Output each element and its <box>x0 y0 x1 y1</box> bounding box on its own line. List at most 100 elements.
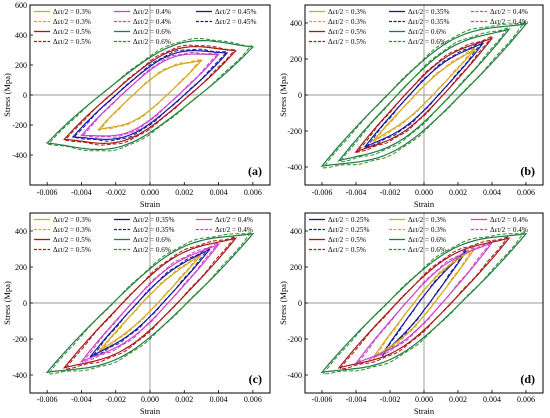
x-axis-label: Strain <box>414 199 435 209</box>
legend-entry: Δεt/2 = 0.35% <box>133 216 174 224</box>
legend-entry: Δεt/2 = 0.3% <box>408 216 446 224</box>
legend-entry: Δεt/2 = 0.5% <box>53 38 91 46</box>
x-tick-label: -0.002 <box>105 395 126 404</box>
legend-entry: Δεt/2 = 0.3% <box>328 18 366 26</box>
legend-entry: Δεt/2 = 0.6% <box>408 246 446 254</box>
legend-entry: Δεt/2 = 0.6% <box>408 28 446 36</box>
x-tick-label: -0.006 <box>312 395 333 404</box>
legend-entry: Δεt/2 = 0.4% <box>133 8 171 16</box>
series-sim-0 <box>381 249 467 359</box>
y-tick-label: -400 <box>12 371 27 380</box>
x-tick-label: -0.002 <box>380 188 401 197</box>
legend-entry: Δεt/2 = 0.45% <box>215 18 256 26</box>
y-tick-label: -400 <box>12 151 27 160</box>
y-tick-label: 400 <box>15 31 27 40</box>
legend-entry: Δεt/2 = 0.6% <box>408 236 446 244</box>
legend-entry: Δεt/2 = 0.4% <box>490 8 528 16</box>
y-tick-label: 0 <box>298 91 302 100</box>
y-tick-label: -200 <box>12 121 27 130</box>
x-tick-label: 0.002 <box>175 188 193 197</box>
y-tick-label: -400 <box>287 371 302 380</box>
legend-entry: Δεt/2 = 0.4% <box>490 216 528 224</box>
legend-entry: Δεt/2 = 0.5% <box>53 236 91 244</box>
x-tick-label: 0.000 <box>141 188 159 197</box>
legend-entry: Δεt/2 = 0.5% <box>328 28 366 36</box>
legend-entry: Δεt/2 = 0.25% <box>328 216 369 224</box>
legend-entry: Δεt/2 = 0.6% <box>133 28 171 36</box>
legend-entry: Δεt/2 = 0.25% <box>328 226 369 234</box>
legend-entry: Δεt/2 = 0.5% <box>53 246 91 254</box>
y-axis-label: Stress (Mpa) <box>278 281 288 325</box>
legend-entry: Δεt/2 = 0.5% <box>53 28 91 36</box>
x-tick-label: 0.004 <box>210 395 228 404</box>
legend-entry: Δεt/2 = 0.3% <box>328 8 366 16</box>
series-sim-1 <box>373 245 475 361</box>
y-axis-label: Stress (Mpa) <box>2 281 12 325</box>
x-tick-label: -0.006 <box>37 395 58 404</box>
x-axis-label: Strain <box>140 199 161 209</box>
x-tick-label: -0.002 <box>105 188 126 197</box>
x-tick-label: -0.006 <box>37 188 58 197</box>
series-sim-1 <box>82 51 218 138</box>
legend-entry: Δεt/2 = 0.6% <box>133 236 171 244</box>
series-sim-4 <box>48 37 252 152</box>
legend-entry: Δεt/2 = 0.6% <box>133 38 171 46</box>
x-tick-label: 0.000 <box>415 395 433 404</box>
legend-entry: Δεt/2 = 0.35% <box>408 8 449 16</box>
legend-entry: Δεt/2 = 0.3% <box>53 18 91 26</box>
y-tick-label: 200 <box>290 263 302 272</box>
x-tick-label: 0.000 <box>415 188 433 197</box>
legend-entry: Δεt/2 = 0.6% <box>133 246 171 254</box>
x-tick-label: -0.004 <box>346 188 367 197</box>
legend-entry: Δεt/2 = 0.5% <box>328 246 366 254</box>
x-axis-label: Strain <box>140 406 161 416</box>
y-tick-label: -200 <box>12 335 27 344</box>
legend-entry: Δεt/2 = 0.45% <box>215 8 256 16</box>
legend-entry: Δεt/2 = 0.3% <box>53 226 91 234</box>
x-tick-label: 0.006 <box>244 188 262 197</box>
panel-a: -0.006 -0.004 -0.002 0.000 0.002 0.004 0.006 -4… <box>2 1 271 209</box>
series-exp-4 <box>320 232 528 374</box>
series-sim-2 <box>355 35 492 154</box>
series-sim-3 <box>339 236 509 370</box>
y-tick-label: 600 <box>15 1 27 10</box>
y-tick-label: 400 <box>290 19 302 28</box>
series-sim-3 <box>65 44 235 146</box>
x-tick-label: 0.006 <box>517 395 535 404</box>
y-tick-label: 0 <box>23 299 27 308</box>
x-tick-label: -0.002 <box>380 395 401 404</box>
legend-entry: Δεt/2 = 0.3% <box>53 8 91 16</box>
legend-entry: Δεt/2 = 0.4% <box>490 226 528 234</box>
panel-label: (b) <box>520 164 535 178</box>
y-axis-label: Stress (Mpa) <box>2 73 12 117</box>
x-tick-label: 0.002 <box>449 188 467 197</box>
x-tick-label: -0.004 <box>346 395 367 404</box>
series-sim-4 <box>323 20 525 169</box>
x-tick-label: -0.004 <box>71 188 92 197</box>
legend-entry: Δεt/2 = 0.5% <box>328 38 366 46</box>
x-tick-label: 0.000 <box>141 395 159 404</box>
y-tick-label: 200 <box>15 61 27 70</box>
series-exp-2 <box>71 49 229 141</box>
series-sim-0 <box>98 59 202 132</box>
panel-label: (c) <box>249 372 262 386</box>
legend-entry: Δεt/2 = 0.3% <box>408 226 446 234</box>
legend-entry: Δεt/2 = 0.4% <box>133 18 171 26</box>
x-tick-label: 0.004 <box>210 188 228 197</box>
series-sim-3 <box>65 236 235 370</box>
y-tick-label: -200 <box>287 127 302 136</box>
x-tick-label: 0.002 <box>449 395 467 404</box>
series-sim-4 <box>323 230 525 375</box>
x-tick-label: 0.004 <box>483 395 501 404</box>
series-exp-4 <box>45 39 255 151</box>
legend-entry: Δεt/2 = 0.35% <box>133 226 174 234</box>
legend-entry: Δεt/2 = 0.35% <box>408 18 449 26</box>
y-tick-label: 400 <box>15 227 27 236</box>
panel-d: -0.006 -0.004 -0.002 0.000 0.002 0.004 0.006 -4… <box>278 212 544 416</box>
y-axis-label: Stress (Mpa) <box>278 73 288 117</box>
series-exp-2 <box>354 37 494 153</box>
series-sim-0 <box>98 252 202 355</box>
series-sim-0 <box>373 47 475 144</box>
legend-entry: Δεt/2 = 0.4% <box>215 216 253 224</box>
